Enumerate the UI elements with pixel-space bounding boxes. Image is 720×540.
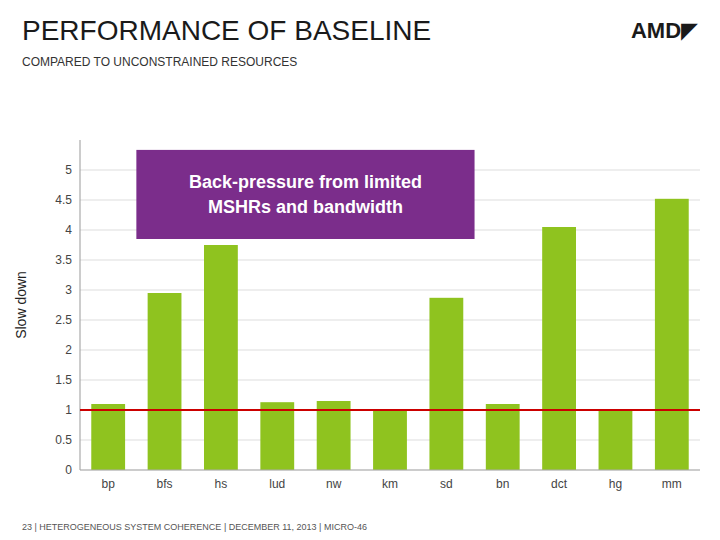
title: PERFORMANCE OF BASELINE	[22, 15, 431, 46]
bar	[260, 402, 294, 470]
x-tick-label: nw	[326, 477, 342, 491]
y-tick-label: 3.5	[55, 253, 72, 267]
subtitle: COMPARED TO UNCONSTRAINED RESOURCES	[22, 55, 297, 69]
x-tick-label: bn	[496, 477, 509, 491]
plot-area	[80, 199, 700, 470]
y-tick-label: 1	[65, 403, 72, 417]
grid-line	[80, 470, 700, 471]
y-tick-label: 2	[65, 343, 72, 357]
y-tick-label: 4	[65, 223, 72, 237]
bar	[486, 404, 520, 470]
x-tick-label: dct	[551, 477, 568, 491]
y-tick-label: 0	[65, 463, 72, 477]
bar	[204, 245, 238, 470]
background	[0, 0, 720, 540]
x-tick-label: hs	[215, 477, 228, 491]
annotation-box	[136, 150, 474, 239]
grid-line	[80, 410, 700, 411]
bar	[429, 298, 463, 470]
y-tick-label: 5	[65, 163, 72, 177]
bar	[373, 410, 407, 470]
grid-line	[80, 260, 700, 261]
bar	[599, 410, 633, 470]
bar	[542, 227, 576, 470]
bar	[148, 293, 182, 470]
x-tick-label: km	[382, 477, 398, 491]
y-tick-label: 2.5	[55, 313, 72, 327]
footer: 23 | HETEROGENEOUS SYSTEM COHERENCE | DE…	[22, 522, 367, 532]
x-tick-label: mm	[662, 477, 682, 491]
chart: PERFORMANCE OF BASELINE COMPARED TO UNCON…	[0, 0, 720, 540]
bar	[91, 404, 125, 470]
x-tick-label: lud	[269, 477, 285, 491]
annotation: Back-pressure from limitedMSHRs and band…	[189, 172, 422, 217]
reference-line	[80, 409, 700, 411]
y-axis-line	[80, 140, 81, 470]
y-axis-label: Slow down	[13, 271, 29, 339]
y-tick-label: 0.5	[55, 433, 72, 447]
bar	[317, 401, 351, 470]
logo: AMD◤	[631, 18, 698, 43]
grid-line	[80, 290, 700, 291]
y-tick-label: 4.5	[55, 193, 72, 207]
y-tick-label: 1.5	[55, 373, 72, 387]
x-tick-label: bp	[102, 477, 116, 491]
y-tick-label: 3	[65, 283, 72, 297]
x-axis-line	[80, 470, 700, 471]
x-tick-label: sd	[440, 477, 453, 491]
x-tick-label: hg	[609, 477, 622, 491]
x-tick-label: bfs	[157, 477, 173, 491]
bar	[655, 199, 689, 470]
